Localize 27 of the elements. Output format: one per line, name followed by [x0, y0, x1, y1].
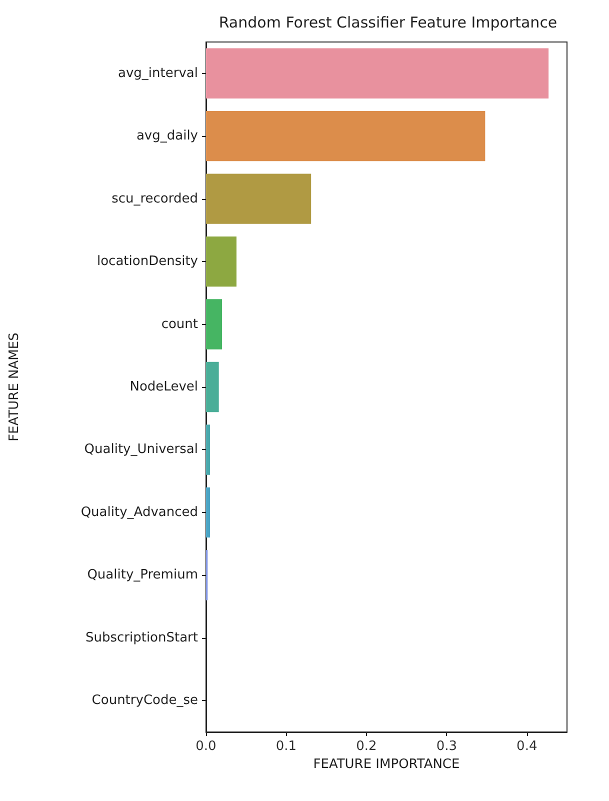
y-tick-label: SubscriptionStart	[85, 630, 198, 646]
y-tick-label: count	[161, 316, 198, 332]
y-tick-label: avg_daily	[136, 128, 198, 144]
bar	[206, 236, 236, 287]
x-tick-label: 0.4	[516, 739, 538, 754]
y-tick-label: Quality_Premium	[87, 568, 198, 583]
y-axis-title: FEATURE NAMES	[7, 332, 22, 442]
bar	[206, 174, 312, 224]
x-axis-title: FEATURE IMPORTANCE	[313, 757, 460, 772]
y-tick-label: avg_interval	[118, 66, 198, 81]
y-tick-label: CountryCode_se	[92, 693, 198, 708]
x-tick-label: 0.0	[196, 739, 216, 754]
bar	[206, 424, 210, 475]
bar	[206, 487, 210, 538]
y-tick-label: Quality_Advanced	[80, 504, 198, 520]
y-tick-label: Quality_Universal	[84, 442, 198, 458]
x-tick-label: 0.2	[356, 739, 377, 754]
bar	[206, 48, 549, 98]
y-tick-label: NodeLevel	[130, 380, 198, 394]
y-tick-label: locationDensity	[96, 254, 198, 270]
chart-title: Random Forest Classifier Feature Importance	[218, 14, 558, 32]
bar	[206, 111, 486, 162]
x-tick-label: 0.3	[436, 739, 458, 754]
bar	[206, 362, 219, 412]
x-tick-label: 0.1	[276, 739, 297, 754]
bar	[206, 299, 222, 350]
y-tick-label: scu_recorded	[112, 191, 198, 206]
